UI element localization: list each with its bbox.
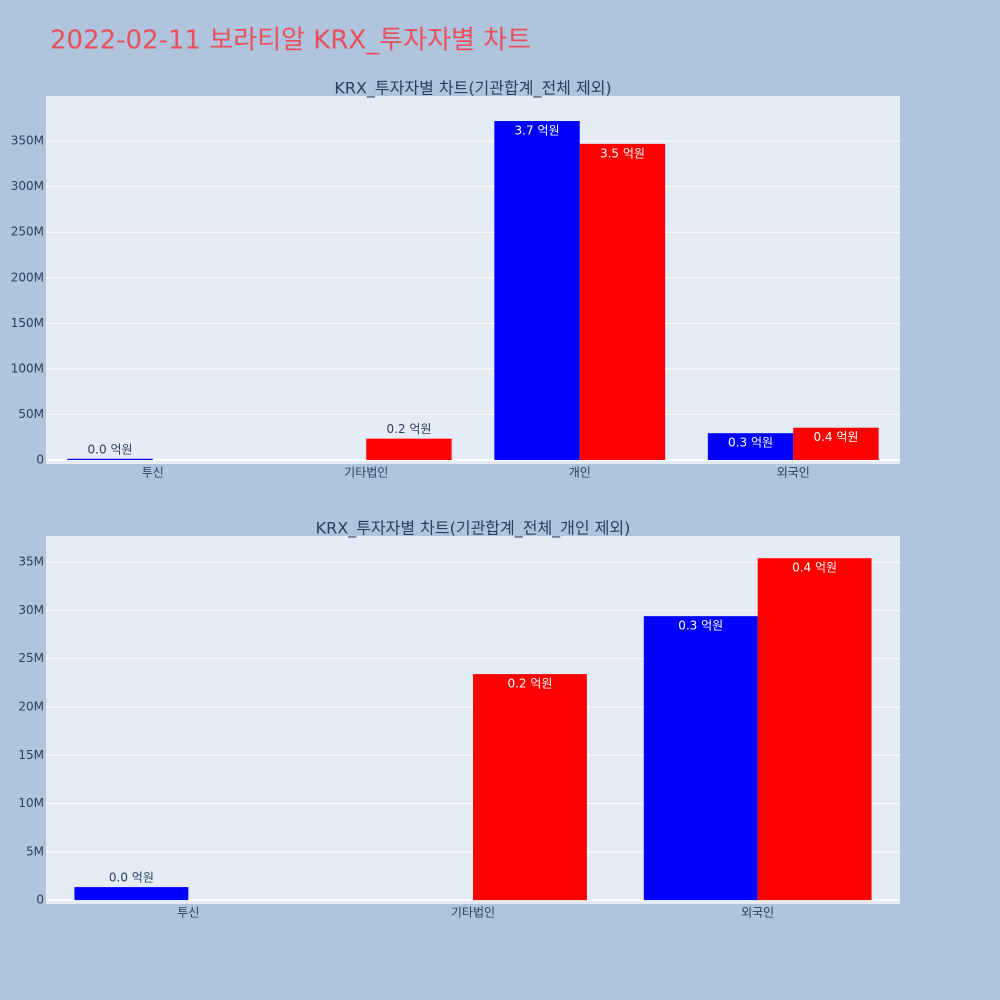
x-tick-label: 기타법인 <box>344 466 388 480</box>
bar <box>366 438 452 460</box>
page-title: 2022-02-11 보라티알 KRX_투자자별 차트 <box>50 26 531 56</box>
value-label: 0.3 억원 <box>678 619 723 633</box>
value-label: 0.2 억원 <box>386 422 431 436</box>
y-tick-label: 10M <box>18 796 44 810</box>
y-tick-label: 5M <box>26 844 44 858</box>
bar <box>494 121 580 460</box>
value-label: 0.2 억원 <box>507 677 552 691</box>
bar <box>74 887 189 901</box>
bar <box>579 143 666 460</box>
value-label: 0.4 억원 <box>792 561 837 575</box>
y-tick-label: 50M <box>18 407 44 421</box>
x-tick-label: 기타법인 <box>451 906 495 920</box>
y-tick-label: 100M <box>11 361 44 375</box>
x-tick-label: 외국인 <box>741 906 774 920</box>
y-tick-label: 35M <box>18 555 44 569</box>
x-tick-label: 개인 <box>569 466 591 480</box>
bar <box>757 558 872 901</box>
y-tick-label: 250M <box>11 225 44 239</box>
y-tick-label: 30M <box>18 603 44 617</box>
x-tick-label: 투신 <box>142 466 164 480</box>
value-label: 0.0 억원 <box>109 871 154 885</box>
y-tick-label: 20M <box>18 699 44 713</box>
value-label: 0.0 억원 <box>88 442 133 456</box>
bar <box>67 458 153 460</box>
y-tick-label: 15M <box>18 748 44 762</box>
bar <box>793 427 879 460</box>
y-tick-label: 350M <box>11 134 44 148</box>
chart-title: KRX_투자자별 차트(기관합계_전체 제외) <box>334 79 611 99</box>
value-label: 3.5 억원 <box>600 146 645 160</box>
bar <box>707 433 794 460</box>
y-tick-label: 0 <box>36 893 44 907</box>
bar <box>643 616 758 901</box>
x-tick-label: 투신 <box>177 906 199 920</box>
plot-area <box>46 96 900 464</box>
y-tick-label: 0 <box>36 452 44 466</box>
y-tick-label: 25M <box>18 651 44 665</box>
value-label: 0.4 억원 <box>813 430 858 444</box>
y-tick-label: 200M <box>11 270 44 284</box>
x-tick-label: 외국인 <box>777 466 810 480</box>
y-tick-label: 150M <box>11 316 44 330</box>
y-tick-label: 300M <box>11 179 44 193</box>
value-label: 3.7 억원 <box>515 124 560 138</box>
chart-title: KRX_투자자별 차트(기관합계_전체_개인 제외) <box>316 519 631 539</box>
bar <box>473 674 587 901</box>
value-label: 0.3 억원 <box>728 436 773 450</box>
